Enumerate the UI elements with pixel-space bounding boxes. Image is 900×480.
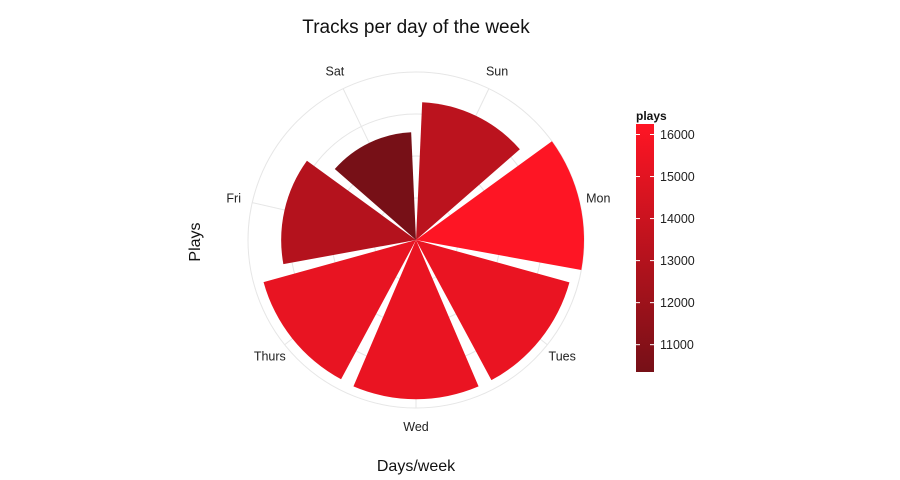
x-axis-title: Days/week [377, 458, 456, 475]
legend-tick-label: 11000 [660, 338, 694, 352]
bar-tues [416, 240, 570, 381]
tick-label-sat: Sat [326, 65, 345, 79]
legend-tick-label: 12000 [660, 296, 695, 310]
legend-tick-label: 13000 [660, 254, 695, 268]
color-legend: plays 11000 12000 13000 14000 15000 16000 [636, 109, 695, 372]
bar-mon [416, 141, 584, 270]
bar-sat [334, 132, 416, 240]
tick-label-layer: Sun Mon Tues Wed Thurs Fri Sat [226, 65, 610, 435]
bar-sun [416, 102, 520, 241]
y-axis-title: Plays [187, 222, 204, 261]
legend-colorbar [636, 124, 654, 372]
tick-label-wed: Wed [403, 420, 429, 434]
bar-layer [263, 102, 584, 400]
tick-label-sun: Sun [486, 65, 508, 79]
bar-fri [281, 160, 416, 265]
tick-label-fri: Fri [226, 191, 241, 205]
bar-wed [353, 240, 479, 400]
tick-label-tues: Tues [549, 350, 576, 364]
legend-ticks: 11000 12000 13000 14000 15000 16000 [636, 128, 695, 352]
bar-thurs [263, 240, 416, 380]
legend-tick-label: 15000 [660, 170, 695, 184]
legend-tick-label: 16000 [660, 128, 695, 142]
chart-title: Tracks per day of the week [302, 17, 530, 38]
tick-label-mon: Mon [586, 191, 610, 205]
tick-label-thurs: Thurs [254, 350, 286, 364]
legend-tick-label: 14000 [660, 212, 695, 226]
legend-title: plays [636, 109, 667, 123]
